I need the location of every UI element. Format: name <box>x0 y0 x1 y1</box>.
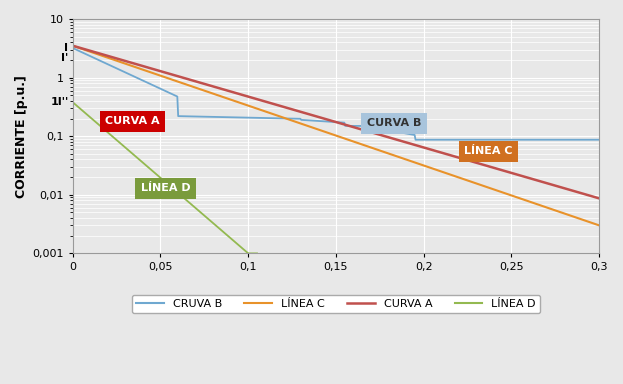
Line: LÍNEA D: LÍNEA D <box>73 102 257 253</box>
CRUVA B <box>204 114 212 119</box>
Text: I': I' <box>61 53 69 63</box>
Text: CURVA A: CURVA A <box>105 116 159 126</box>
LÍNEA C <box>596 223 603 228</box>
CURVA A <box>354 126 361 131</box>
LÍNEA D <box>237 245 245 250</box>
CRUVA B <box>596 137 603 142</box>
LÍNEA C <box>383 151 390 155</box>
LÍNEA C <box>500 191 508 195</box>
LÍNEA C <box>69 43 77 48</box>
Text: LÍNEA D: LÍNEA D <box>141 183 191 193</box>
CURVA A <box>69 43 77 48</box>
LÍNEA C <box>322 130 330 134</box>
CURVA A <box>322 117 330 121</box>
LÍNEA D <box>77 106 84 111</box>
LÍNEA D <box>103 129 111 134</box>
Text: I: I <box>65 43 69 53</box>
CRUVA B <box>421 137 429 142</box>
LÍNEA C <box>583 219 591 223</box>
Line: CURVA A: CURVA A <box>73 46 599 199</box>
LÍNEA D <box>245 251 252 256</box>
CURVA A <box>383 134 390 139</box>
CURVA A <box>583 192 591 197</box>
CRUVA B <box>412 137 419 142</box>
CURVA A <box>596 196 603 201</box>
CURVA A <box>319 116 326 121</box>
CRUVA B <box>379 127 387 132</box>
Y-axis label: CORRIENTE [p.u.]: CORRIENTE [p.u.] <box>15 75 28 198</box>
CRUVA B <box>307 118 315 123</box>
Text: 1I'': 1I'' <box>50 97 69 107</box>
LÍNEA D <box>118 142 125 147</box>
LÍNEA D <box>80 109 88 114</box>
LÍNEA C <box>319 129 326 133</box>
Line: LÍNEA C: LÍNEA C <box>73 46 599 225</box>
CRUVA B <box>69 46 77 50</box>
Legend: CRUVA B, LÍNEA C, CURVA A, LÍNEA D: CRUVA B, LÍNEA C, CURVA A, LÍNEA D <box>132 295 540 313</box>
LÍNEA D <box>244 251 252 255</box>
CURVA A <box>500 169 508 173</box>
Text: CURVA B: CURVA B <box>367 118 421 128</box>
Line: CRUVA B: CRUVA B <box>73 48 599 140</box>
LÍNEA C <box>354 141 361 145</box>
CRUVA B <box>466 137 473 142</box>
LÍNEA D <box>254 251 261 256</box>
CRUVA B <box>162 89 169 94</box>
Text: LÍNEA C: LÍNEA C <box>464 146 513 156</box>
LÍNEA D <box>69 100 77 104</box>
